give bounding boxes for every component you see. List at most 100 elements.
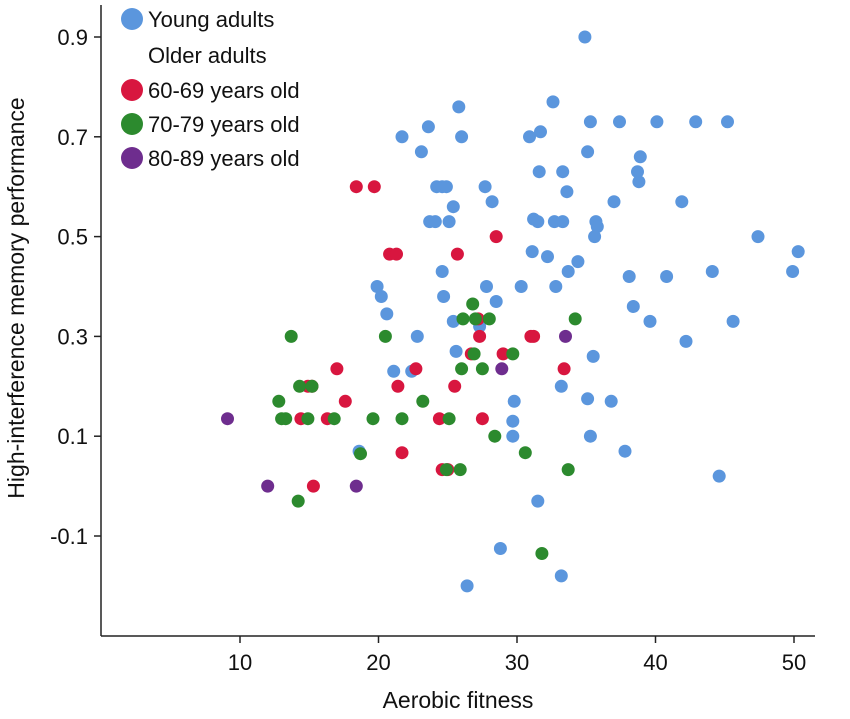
data-point: [549, 280, 563, 293]
data-point: [660, 270, 674, 283]
data-point: [721, 115, 734, 129]
y-axis-title: High-interference memory performance: [3, 97, 29, 498]
data-point: [751, 230, 765, 244]
data-point: [493, 542, 507, 555]
data-point: [568, 312, 582, 326]
data-point: [581, 392, 595, 406]
data-point: [366, 412, 380, 426]
data-point: [306, 479, 320, 493]
data-point: [330, 362, 344, 376]
legend-label-70-79: 70-79 years old: [148, 112, 300, 137]
data-point: [546, 95, 560, 109]
x-tick-label: 20: [366, 650, 390, 675]
data-point: [531, 494, 545, 508]
axes: [100, 5, 815, 637]
data-point: [391, 379, 405, 393]
y-tick-label: 0.3: [57, 324, 88, 349]
data-point: [535, 547, 549, 560]
data-point: [272, 394, 286, 408]
data-point: [409, 362, 423, 376]
data-point: [631, 165, 644, 179]
data-point: [449, 344, 463, 358]
data-point: [439, 180, 453, 194]
data-point: [455, 362, 469, 376]
data-point: [527, 329, 541, 343]
data-point: [559, 329, 572, 343]
data-point: [221, 412, 234, 426]
data-point: [586, 349, 600, 363]
data-points: [221, 30, 805, 593]
data-point: [428, 215, 442, 229]
data-point: [561, 463, 575, 477]
data-point: [571, 255, 585, 269]
data-point: [467, 347, 481, 361]
data-point: [531, 215, 545, 229]
data-point: [395, 412, 409, 426]
data-point: [489, 230, 503, 244]
data-point: [482, 312, 496, 326]
data-point: [523, 130, 536, 144]
x-tick-label: 50: [782, 650, 806, 675]
data-point: [581, 145, 595, 159]
data-point: [478, 180, 492, 194]
data-point: [456, 312, 470, 326]
data-point: [506, 414, 520, 428]
data-point: [786, 265, 800, 278]
y-tick-label: 0.7: [57, 125, 88, 150]
data-point: [626, 300, 640, 313]
data-point: [496, 347, 510, 361]
data-point: [679, 334, 693, 348]
data-point: [514, 280, 528, 293]
legend-marker-70-79: [121, 113, 143, 135]
data-point: [468, 312, 482, 326]
data-point: [590, 220, 604, 234]
data-point: [588, 230, 602, 244]
data-point: [583, 429, 597, 443]
data-point: [390, 247, 403, 261]
data-point: [338, 394, 352, 408]
data-point: [395, 130, 409, 144]
data-point: [541, 250, 554, 264]
data-point: [534, 125, 547, 139]
x-tick-label: 30: [505, 650, 529, 675]
data-point: [380, 307, 394, 321]
data-point: [643, 314, 657, 328]
data-point: [387, 364, 401, 378]
series-70-79-years-old: [272, 297, 582, 560]
data-point: [442, 215, 456, 229]
data-point: [560, 185, 574, 199]
data-point: [446, 200, 460, 214]
data-point: [561, 265, 575, 278]
data-point: [613, 115, 626, 129]
legend-marker-60-69: [121, 79, 143, 101]
data-point: [604, 394, 618, 408]
data-point: [618, 444, 632, 458]
data-point: [421, 120, 435, 134]
data-point: [466, 297, 480, 311]
data-point: [556, 165, 570, 179]
data-point: [712, 469, 726, 483]
data-point: [374, 290, 388, 303]
y-tick-label: 0.9: [57, 25, 88, 50]
data-point: [726, 314, 740, 328]
ticks: 10 20 30 40 50 -0.1 0.1 0.3 0.5 0.7 0.9: [50, 25, 806, 675]
data-point: [327, 412, 341, 426]
legend-marker-young-adults: [121, 8, 143, 30]
data-point: [532, 165, 546, 179]
data-point: [442, 412, 456, 426]
legend-marker-80-89: [121, 147, 143, 169]
data-point: [488, 429, 502, 443]
data-point: [554, 379, 568, 393]
data-point: [473, 329, 487, 343]
data-point: [556, 215, 570, 229]
legend-label-60-69: 60-69 years old: [148, 78, 300, 103]
x-tick-label: 10: [228, 650, 252, 675]
data-point: [367, 180, 381, 194]
data-point: [689, 115, 703, 129]
data-point: [633, 150, 647, 164]
data-point: [349, 479, 363, 493]
legend-label-80-89: 80-89 years old: [148, 146, 300, 171]
series-80-89-years-old: [221, 329, 572, 493]
data-point: [354, 447, 367, 461]
